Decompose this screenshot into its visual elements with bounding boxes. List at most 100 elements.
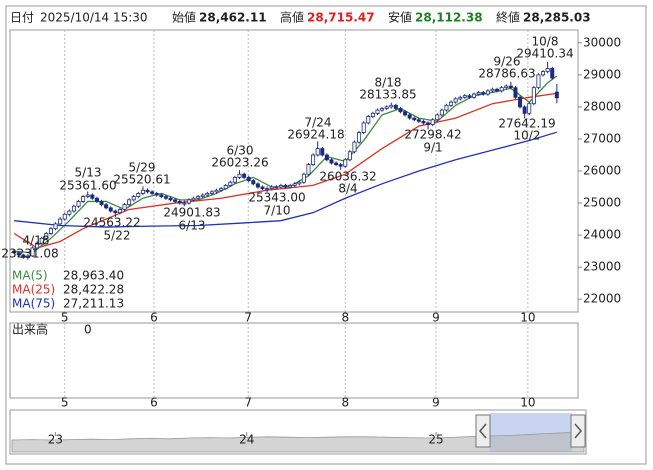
candle-body [311, 154, 316, 165]
annotation-price: 28786.63 [478, 67, 535, 81]
candle-body [21, 254, 26, 258]
annotation-date: 7/10 [264, 204, 291, 218]
volume-title: 出来高 [12, 322, 48, 337]
annotation-price: 23231.08 [1, 247, 58, 261]
candle-body [186, 199, 191, 204]
candle-body [347, 151, 352, 161]
x-tick-label: 8 [341, 396, 349, 410]
legend-name: MA(25) [12, 283, 55, 297]
candle-body [426, 122, 431, 125]
candle-body [131, 196, 136, 201]
candle-body [232, 177, 237, 183]
x-tick-label: 5 [61, 311, 69, 325]
candle-body [499, 87, 504, 92]
frame [5, 5, 647, 465]
annotation-date: 5/22 [104, 229, 131, 243]
annotation-price: 28133.85 [359, 88, 416, 102]
candle-body [343, 159, 348, 167]
high-value: 28,715.47 [307, 11, 375, 25]
candle-body [306, 164, 311, 175]
y-tick-label: 28000 [583, 99, 621, 113]
candle-body [361, 122, 366, 133]
candle-body [12, 250, 17, 254]
candle-body [71, 205, 76, 212]
annotation-date: 9/26 [494, 55, 521, 69]
legend-name: MA(5) [12, 269, 48, 283]
candle-body [127, 199, 132, 206]
candle-body [237, 173, 242, 178]
x-tick-label: 7 [244, 396, 252, 410]
candle-body [145, 189, 150, 193]
open-value: 28,462.11 [199, 11, 267, 25]
candle-body [81, 196, 86, 202]
candle-body [168, 197, 173, 201]
candle-body [67, 210, 72, 215]
candle-body [301, 173, 306, 183]
candle-body [453, 98, 458, 103]
annotation-date: 10/8 [532, 35, 559, 49]
annotation-date: 6/30 [227, 144, 254, 158]
x-tick-label: 7 [244, 311, 252, 325]
candle-body [380, 108, 385, 111]
annotation-date: 10/2 [514, 129, 541, 143]
candle-body [122, 204, 127, 210]
candle-body [541, 71, 546, 76]
candle-body [39, 237, 44, 244]
candle-body [283, 185, 288, 188]
candle-body [403, 111, 408, 116]
candle-body [228, 181, 233, 186]
candle-body [214, 189, 219, 193]
candle-body [140, 189, 145, 194]
candle-body [30, 247, 35, 257]
y-tick-label: 22000 [583, 292, 621, 306]
candle-body [53, 223, 58, 230]
x-tick-label: 10 [520, 396, 535, 410]
x-tick-label: 24 [239, 433, 254, 447]
volume-tick: 0 [84, 323, 92, 337]
candle-body [246, 177, 251, 182]
candle-body [352, 141, 357, 153]
candle-body [384, 106, 389, 109]
y-tick-label: 23000 [583, 260, 621, 274]
candle-body [104, 204, 109, 209]
candle-body [90, 194, 95, 199]
close-value: 28,285.03 [523, 11, 591, 25]
candle-body [550, 68, 555, 79]
candle-body [320, 148, 325, 156]
candle-body [412, 117, 417, 121]
candle-body [260, 186, 265, 190]
candle-body [338, 164, 343, 167]
legend-box [11, 268, 125, 311]
x-tick-label: 8 [341, 311, 349, 325]
navigator-handle-right[interactable] [570, 414, 586, 448]
candle-body [554, 91, 559, 99]
x-tick-label: 25 [428, 433, 443, 447]
annotation-date: 9/1 [423, 141, 442, 155]
navigator-handle-left[interactable] [475, 414, 491, 448]
candle-body [485, 90, 490, 95]
y-tick-label: 29000 [583, 67, 621, 81]
legend-value: 27,211.13 [63, 297, 124, 311]
annotation-price: 29410.34 [516, 47, 573, 61]
candle-body [163, 196, 168, 199]
candle-body [393, 104, 398, 109]
candle-body [242, 173, 247, 178]
candle-body [108, 207, 113, 212]
annotation-price: 26036.32 [319, 170, 376, 184]
annotation-price: 25343.00 [248, 191, 305, 205]
y-tick-label: 27000 [583, 131, 621, 145]
candle-body [315, 148, 320, 156]
candle-body [25, 255, 30, 258]
candle-body [85, 194, 90, 198]
candle-body [407, 114, 412, 119]
candle-body [444, 104, 449, 111]
candle-body [278, 185, 283, 188]
candle-body [522, 106, 527, 114]
candle-body [462, 95, 467, 98]
candle-body [545, 68, 550, 73]
volume-panel [9, 322, 579, 399]
x-tick-label: 9 [432, 396, 440, 410]
candle-body [324, 154, 329, 161]
